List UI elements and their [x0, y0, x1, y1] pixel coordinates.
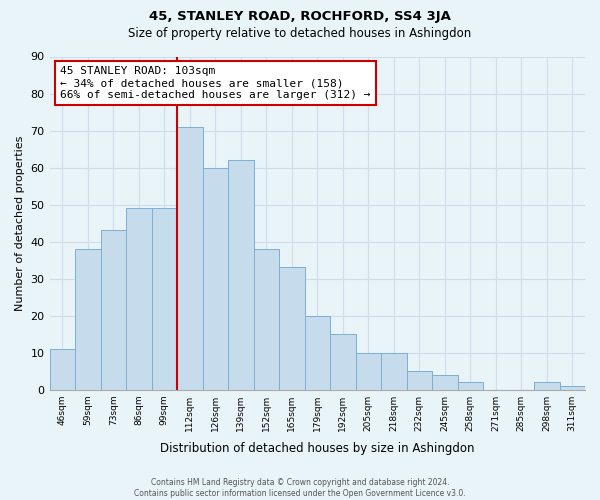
Bar [254, 249, 279, 390]
Text: 45, STANLEY ROAD, ROCHFORD, SS4 3JA: 45, STANLEY ROAD, ROCHFORD, SS4 3JA [149, 10, 451, 23]
Bar [203, 168, 228, 390]
Text: Contains HM Land Registry data © Crown copyright and database right 2024.
Contai: Contains HM Land Registry data © Crown c… [134, 478, 466, 498]
Bar [432, 375, 458, 390]
Bar [228, 160, 254, 390]
Bar [305, 316, 330, 390]
Bar [50, 349, 75, 390]
Bar [407, 371, 432, 390]
Y-axis label: Number of detached properties: Number of detached properties [15, 136, 25, 311]
Bar [126, 208, 152, 390]
Bar [177, 127, 203, 390]
Bar [330, 334, 356, 390]
Bar [75, 249, 101, 390]
Bar [381, 352, 407, 390]
Bar [279, 268, 305, 390]
Text: Size of property relative to detached houses in Ashingdon: Size of property relative to detached ho… [128, 28, 472, 40]
Bar [152, 208, 177, 390]
Text: 45 STANLEY ROAD: 103sqm
← 34% of detached houses are smaller (158)
66% of semi-d: 45 STANLEY ROAD: 103sqm ← 34% of detache… [60, 66, 371, 100]
Bar [356, 352, 381, 390]
Bar [534, 382, 560, 390]
Bar [458, 382, 483, 390]
Bar [101, 230, 126, 390]
X-axis label: Distribution of detached houses by size in Ashingdon: Distribution of detached houses by size … [160, 442, 475, 455]
Bar [560, 386, 585, 390]
